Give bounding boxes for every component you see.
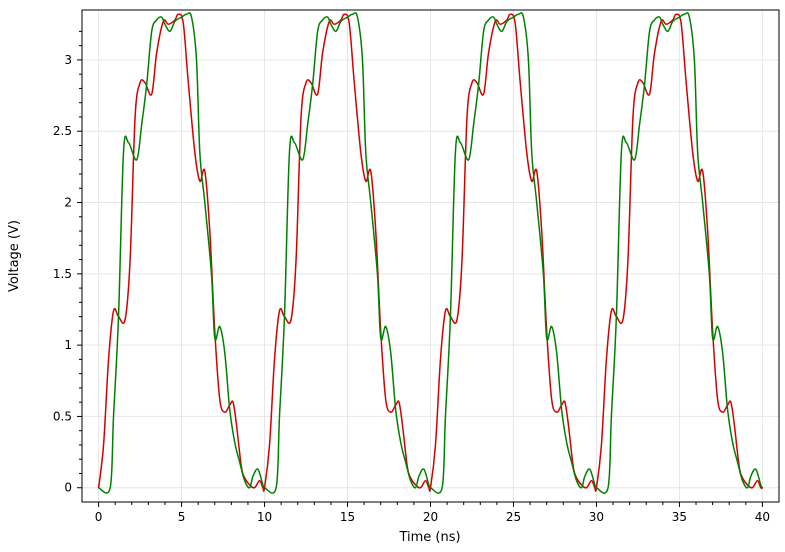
y-tick-label: 2.5 <box>53 124 72 138</box>
x-tick-label: 15 <box>340 510 355 524</box>
x-tick-label: 0 <box>95 510 103 524</box>
x-tick-label: 25 <box>506 510 521 524</box>
y-tick-label: 0.5 <box>53 409 72 423</box>
series-layer <box>97 12 764 494</box>
x-tick-label: 35 <box>672 510 687 524</box>
y-axis-title: Voltage (V) <box>7 220 22 292</box>
y-axis: 0 0.5 1 1.5 2 2.5 3 <box>53 30 82 495</box>
y-tick-label: 1.5 <box>53 267 72 281</box>
y-tick-label: 3 <box>64 53 72 67</box>
x-axis: 0 5 10 15 20 25 30 35 40 <box>95 502 770 524</box>
y-tick-label: 1 <box>64 338 72 352</box>
series-line-2 <box>97 12 764 494</box>
x-tick-label: 40 <box>755 510 770 524</box>
y-tick-label: 0 <box>64 481 72 495</box>
x-tick-label: 10 <box>257 510 272 524</box>
x-axis-title: Time (ns) <box>398 530 460 545</box>
x-tick-label: 30 <box>589 510 604 524</box>
y-tick-label: 2 <box>64 196 72 210</box>
x-tick-label: 5 <box>178 510 186 524</box>
grid-lines <box>82 10 779 502</box>
x-tick-label: 20 <box>423 510 438 524</box>
